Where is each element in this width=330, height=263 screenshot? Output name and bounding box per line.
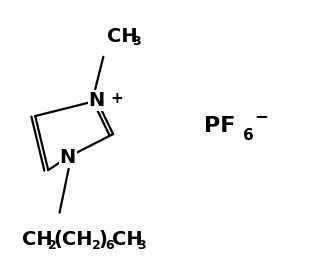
Text: N: N [59,148,76,167]
Text: 3: 3 [133,35,141,48]
Text: 2: 2 [48,239,56,252]
Text: −: − [254,107,268,125]
Text: 2: 2 [92,239,101,252]
Text: CH: CH [22,230,53,249]
Text: CH: CH [112,230,143,249]
Text: CH: CH [107,27,137,46]
Text: ): ) [98,230,107,249]
Text: (CH: (CH [53,230,93,249]
Text: 3: 3 [137,239,146,252]
Text: 6: 6 [243,128,254,143]
Text: +: + [110,90,123,105]
Text: PF: PF [204,116,235,136]
Text: N: N [89,91,105,110]
Text: 6: 6 [106,239,114,252]
